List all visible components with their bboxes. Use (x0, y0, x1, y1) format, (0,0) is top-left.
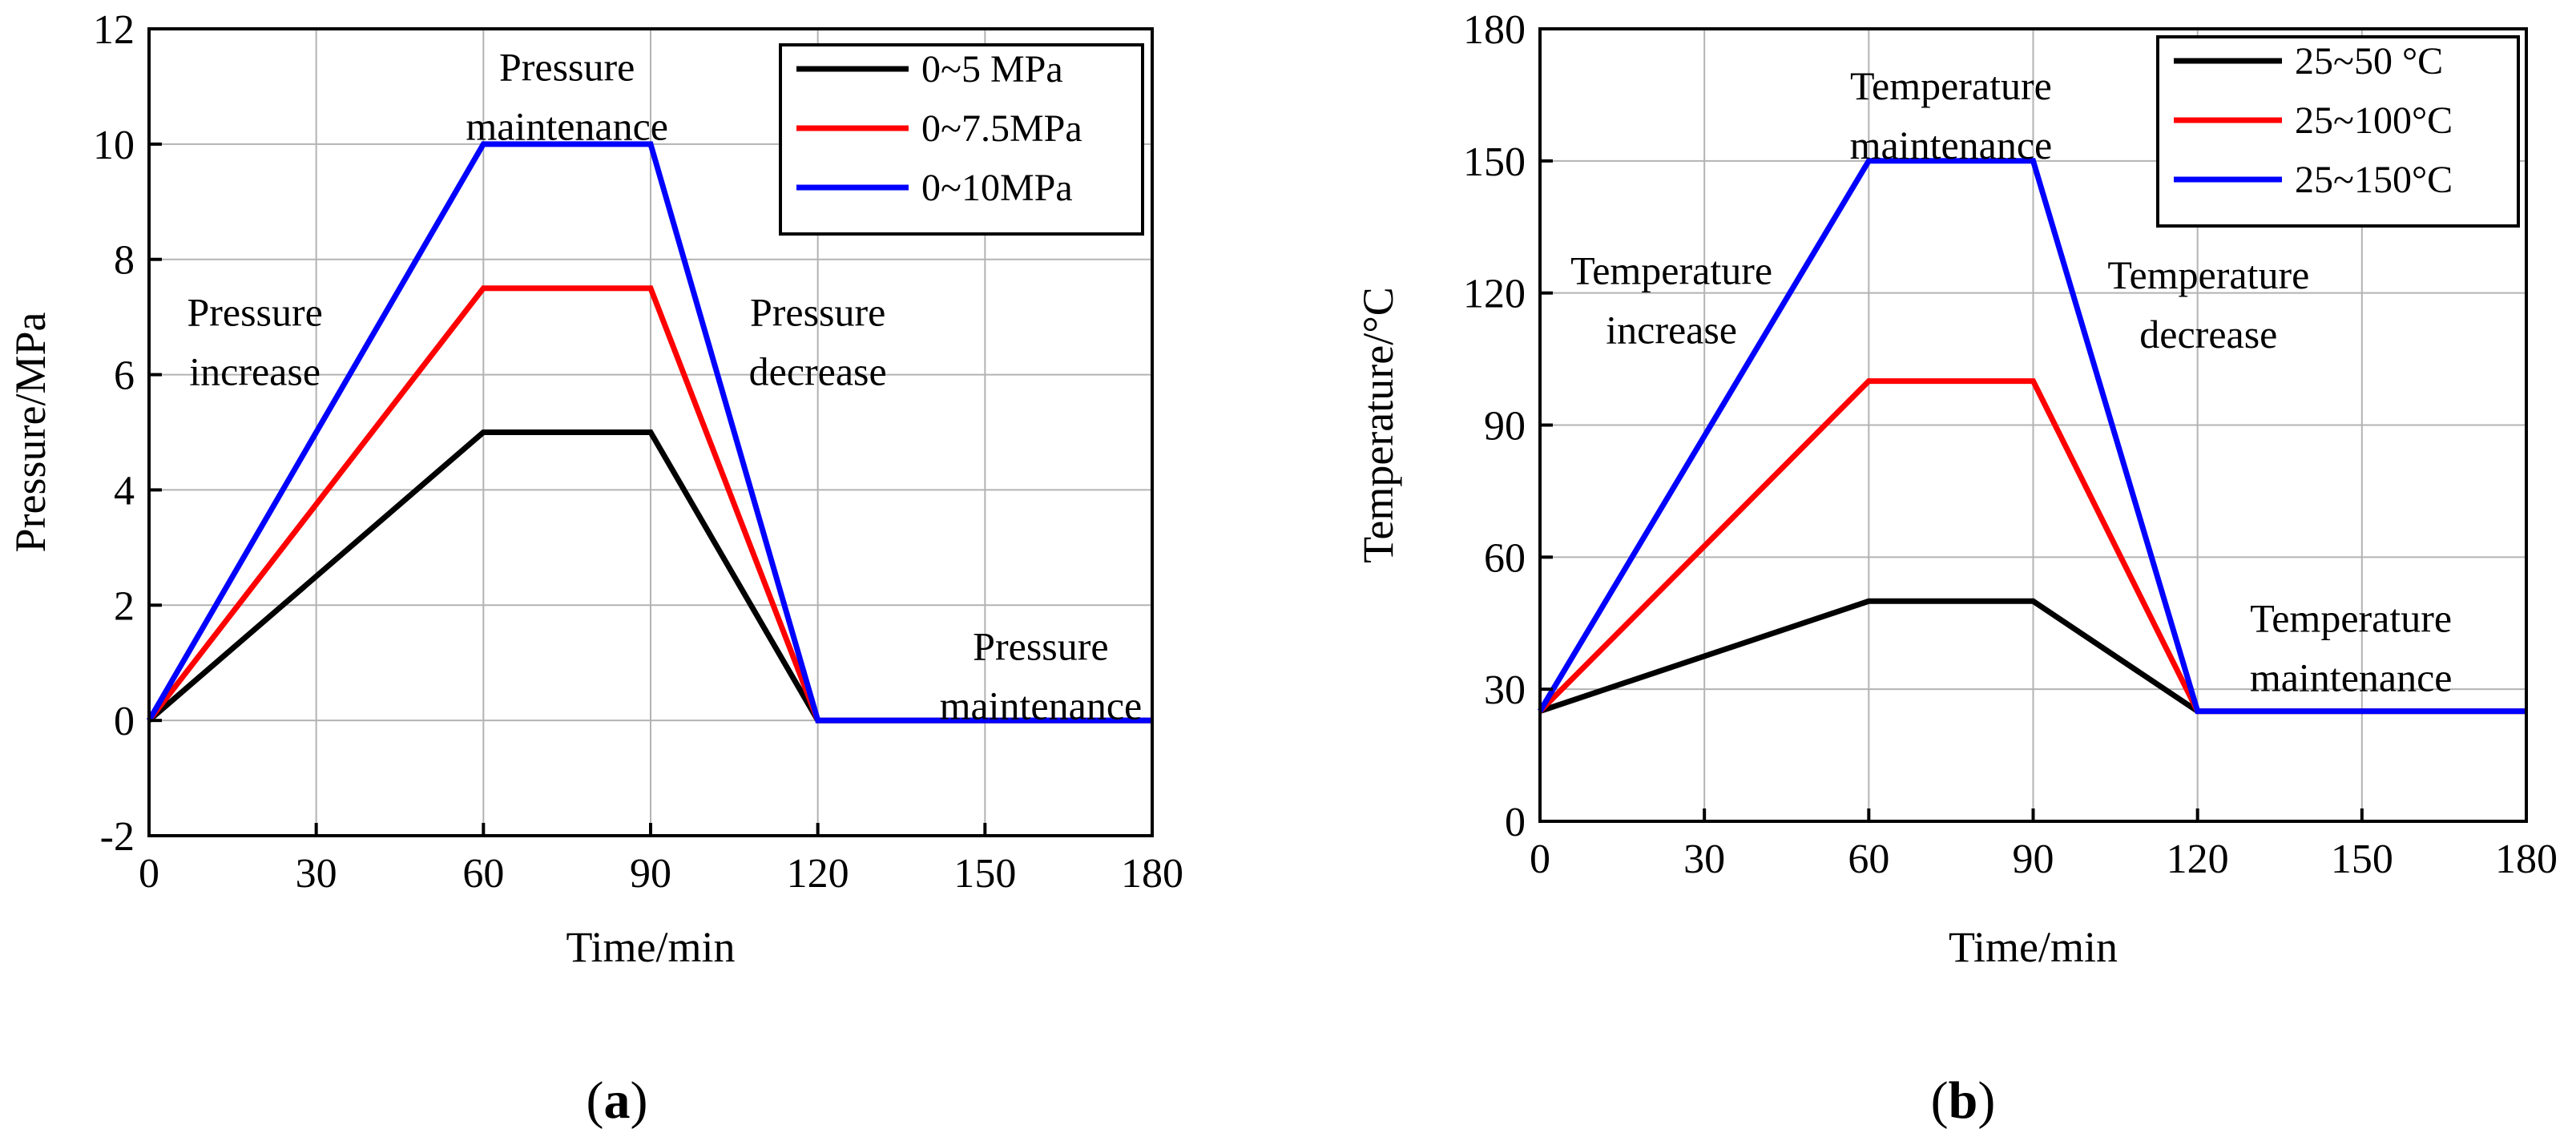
pressure-annotation-1: Pressure maintenance (466, 45, 668, 149)
panel-label-b: (b) (1931, 1071, 1996, 1130)
pressure-legend-label-1: 0~7.5MPa (921, 107, 1082, 150)
temperature-x-tick-label-1: 30 (1683, 837, 1725, 882)
temperature-legend-box (2156, 35, 2520, 228)
chart-temperature: 0 30 60 90 120 150 180 0 30 60 90 120 150 180 Time/min… (1354, 7, 2558, 971)
pressure-y-tick-label-0: -2 (100, 814, 135, 860)
temperature-legend-label-2: 25~150°C (2295, 159, 2453, 201)
temperature-x-axis-title: Time/min (1949, 923, 2118, 971)
pressure-y-tick-label-7: 12 (93, 7, 135, 53)
pressure-x-axis-title: Time/min (566, 923, 735, 971)
temperature-x-tick-label-6: 180 (2495, 837, 2558, 882)
temperature-y-tick-label-4: 120 (1463, 272, 1526, 317)
temperature-series-line-2 (1537, 158, 2526, 715)
pressure-y-tick-label-6: 10 (93, 123, 135, 168)
temperature-annotation-2: Temperature decrease (2107, 252, 2309, 357)
temperature-y-tick-label-6: 180 (1463, 7, 1526, 53)
temperature-y-tick-label-2: 60 (1484, 535, 1526, 581)
pressure-x-tick-label-5: 150 (953, 851, 1016, 897)
temperature-y-tick-label-0: 0 (1505, 800, 1526, 845)
pressure-series-line-2 (146, 141, 1152, 724)
temperature-y-axis-title: Temperature/°C (1354, 287, 1402, 563)
temperature-annotation-0: Temperature increase (1570, 248, 1772, 353)
temperature-x-tick-label-4: 120 (2167, 837, 2229, 882)
pressure-legend-label-0: 0~5 MPa (921, 48, 1063, 91)
pressure-annotation-3: Pressure maintenance (940, 624, 1143, 728)
chart-pressure: 0 30 60 90 120 150 180-2024681012Time/minPress… (6, 7, 1183, 971)
temperature-x-tick-label-0: 0 (1530, 837, 1550, 882)
pressure-y-tick-label-2: 2 (114, 583, 135, 629)
pressure-legend-label-2: 0~10MPa (921, 167, 1073, 209)
pressure-y-tick-label-1: 0 (114, 699, 135, 744)
temperature-y-tick-label-5: 150 (1463, 139, 1526, 185)
temperature-legend-label-1: 25~100°C (2295, 99, 2453, 142)
pressure-annotation-0: Pressure increase (187, 289, 322, 393)
pressure-y-tick-label-3: 4 (114, 468, 135, 514)
temperature-x-tick-label-2: 60 (1848, 837, 1889, 882)
temperature-y-tick-label-3: 90 (1484, 404, 1526, 450)
pressure-y-tick-label-4: 6 (114, 353, 135, 399)
temperature-legend-label-0: 25~50 °C (2295, 40, 2443, 83)
pressure-x-tick-label-1: 30 (296, 851, 337, 897)
temperature-annotation-3: Temperature maintenance (2250, 596, 2453, 700)
pressure-x-tick-label-2: 60 (462, 851, 504, 897)
temperature-x-tick-label-5: 150 (2331, 837, 2393, 882)
pressure-y-axis-title: Pressure/MPa (6, 312, 54, 552)
pressure-legend-box (779, 43, 1144, 236)
pressure-x-tick-label-0: 0 (139, 851, 159, 897)
pressure-x-tick-label-4: 120 (787, 851, 849, 897)
temperature-y-tick-label-1: 30 (1484, 667, 1526, 713)
pressure-x-tick-label-6: 180 (1121, 851, 1183, 897)
panel-label-a: (a) (587, 1071, 648, 1130)
pressure-y-tick-label-5: 8 (114, 238, 135, 284)
temperature-annotation-1: Temperature maintenance (1850, 63, 2053, 167)
pressure-annotation-2: Pressure decrease (749, 289, 887, 393)
pressure-x-tick-label-3: 90 (630, 851, 671, 897)
temperature-x-tick-label-3: 90 (2013, 837, 2054, 882)
